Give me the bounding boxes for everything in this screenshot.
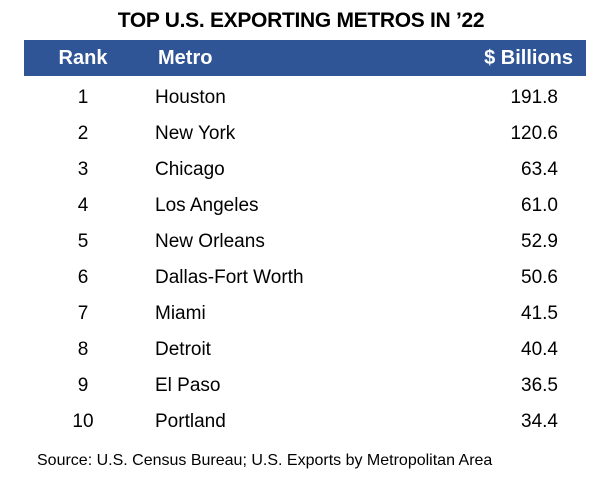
value-cell: 120.6 bbox=[510, 123, 558, 144]
rank-cell: 2 bbox=[77, 123, 89, 144]
header-rank: Rank bbox=[58, 47, 108, 69]
rank-cell: 9 bbox=[77, 375, 89, 396]
rank-cell: 3 bbox=[77, 159, 89, 180]
table-row: 7 Miami 41.5 bbox=[24, 296, 586, 332]
table-row: 2 New York 120.6 bbox=[24, 116, 586, 152]
metro-cell: Houston bbox=[155, 87, 226, 108]
metro-cell: Dallas-Fort Worth bbox=[155, 267, 304, 288]
value-cell: 40.4 bbox=[521, 339, 558, 360]
value-cell: 61.0 bbox=[521, 195, 558, 216]
table-header: Rank Metro $ Billions bbox=[24, 40, 586, 76]
value-cell: 191.8 bbox=[510, 87, 558, 108]
table-row: 8 Detroit 40.4 bbox=[24, 332, 586, 368]
value-cell: 50.6 bbox=[521, 267, 558, 288]
table-row: 3 Chicago 63.4 bbox=[24, 152, 586, 188]
table-title: TOP U.S. EXPORTING METROS IN ’22 bbox=[117, 9, 485, 32]
rank-cell: 8 bbox=[77, 339, 89, 360]
table-row: 1 Houston 191.8 bbox=[24, 80, 586, 116]
rank-cell: 5 bbox=[77, 231, 89, 252]
metro-cell: New York bbox=[155, 123, 236, 144]
metro-cell: Los Angeles bbox=[155, 195, 259, 216]
table-row: 9 El Paso 36.5 bbox=[24, 368, 586, 404]
metro-cell: El Paso bbox=[155, 375, 221, 396]
value-cell: 63.4 bbox=[521, 159, 558, 180]
metro-cell: Chicago bbox=[155, 159, 225, 180]
header-metro: Metro bbox=[158, 47, 213, 69]
table-row: 5 New Orleans 52.9 bbox=[24, 224, 586, 260]
value-cell: 36.5 bbox=[521, 375, 558, 396]
rank-cell: 4 bbox=[77, 195, 89, 216]
metro-cell: New Orleans bbox=[155, 231, 265, 252]
metro-cell: Miami bbox=[155, 303, 206, 324]
table-row: 4 Los Angeles 61.0 bbox=[24, 188, 586, 224]
rank-cell: 1 bbox=[77, 87, 89, 108]
header-billions: $ Billions bbox=[484, 47, 573, 69]
rank-cell: 10 bbox=[72, 411, 94, 432]
source-note: Source: U.S. Census Bureau; U.S. Exports… bbox=[37, 452, 493, 469]
table-row: 10 Portland 34.4 bbox=[24, 404, 586, 440]
rank-cell: 7 bbox=[77, 303, 89, 324]
metro-cell: Detroit bbox=[155, 339, 211, 360]
metro-cell: Portland bbox=[155, 411, 226, 432]
table-row: 6 Dallas-Fort Worth 50.6 bbox=[24, 260, 586, 296]
value-cell: 34.4 bbox=[521, 411, 558, 432]
value-cell: 41.5 bbox=[521, 303, 558, 324]
value-cell: 52.9 bbox=[521, 231, 558, 252]
rank-cell: 6 bbox=[77, 267, 89, 288]
